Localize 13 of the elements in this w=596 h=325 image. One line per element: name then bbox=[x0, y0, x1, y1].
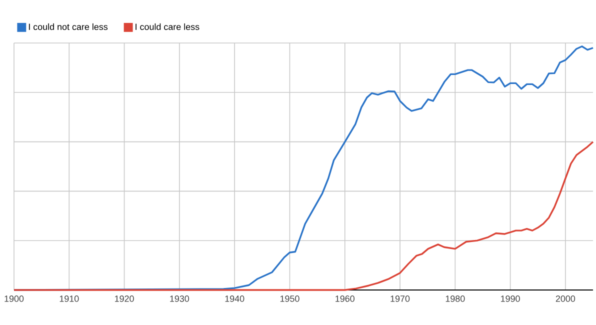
x-tick-label: 1900 bbox=[4, 296, 24, 302]
legend-label: I could care less bbox=[136, 23, 200, 30]
x-tick-label: 1910 bbox=[60, 296, 79, 302]
x-tick-label: 1940 bbox=[225, 296, 244, 302]
x-tick-label: 1970 bbox=[390, 296, 410, 302]
x-tick-label: 1980 bbox=[446, 296, 465, 302]
x-tick-label: 1990 bbox=[501, 296, 520, 302]
x-tick-label: 1920 bbox=[115, 296, 134, 302]
x-tick-label: 1960 bbox=[336, 296, 354, 302]
x-tick-label: 1930 bbox=[170, 296, 190, 302]
x-tick-label: 1950 bbox=[280, 296, 300, 302]
x-tick-label: 2000 bbox=[556, 296, 576, 302]
legend-label: I could not care less bbox=[28, 23, 108, 30]
